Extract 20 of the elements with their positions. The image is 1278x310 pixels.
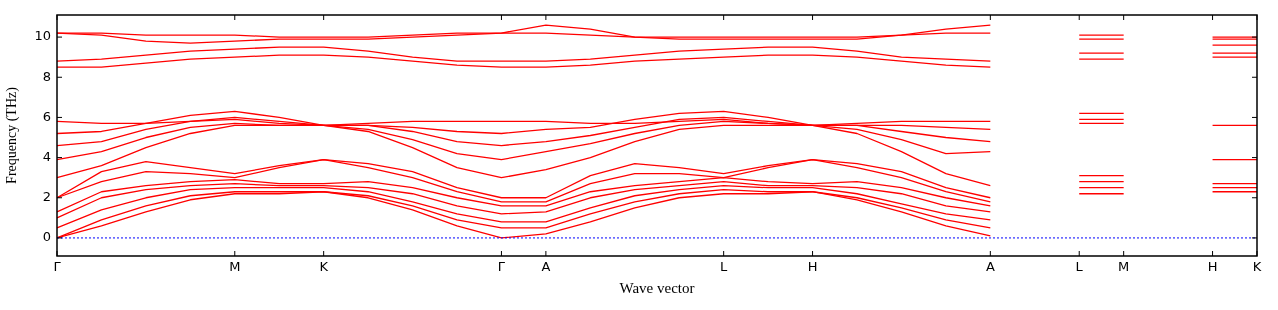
y-tick-label: 6 bbox=[42, 108, 51, 124]
x-tick-label: M bbox=[229, 259, 241, 275]
x-tick-label: M bbox=[1118, 259, 1130, 275]
x-tick-label: A bbox=[985, 259, 995, 275]
x-tick-label: K bbox=[319, 259, 329, 275]
y-tick-label: 2 bbox=[42, 189, 51, 205]
y-tick-label: 4 bbox=[42, 148, 51, 164]
x-tick-label: H bbox=[807, 259, 818, 275]
x-tick-label: Γ bbox=[53, 259, 62, 275]
x-tick-label: K bbox=[1252, 259, 1262, 275]
x-tick-label: H bbox=[1207, 259, 1218, 275]
x-axis-title: Wave vector bbox=[619, 279, 695, 296]
x-tick-label: Γ bbox=[497, 259, 506, 275]
x-tick-label: L bbox=[720, 259, 729, 275]
y-tick-label: 10 bbox=[34, 28, 51, 44]
y-tick-label: 0 bbox=[42, 229, 51, 245]
y-axis-title: Frequency (THz) bbox=[4, 86, 21, 184]
x-tick-label: L bbox=[1075, 259, 1084, 275]
y-tick-label: 8 bbox=[42, 68, 51, 84]
x-tick-label: A bbox=[541, 259, 551, 275]
